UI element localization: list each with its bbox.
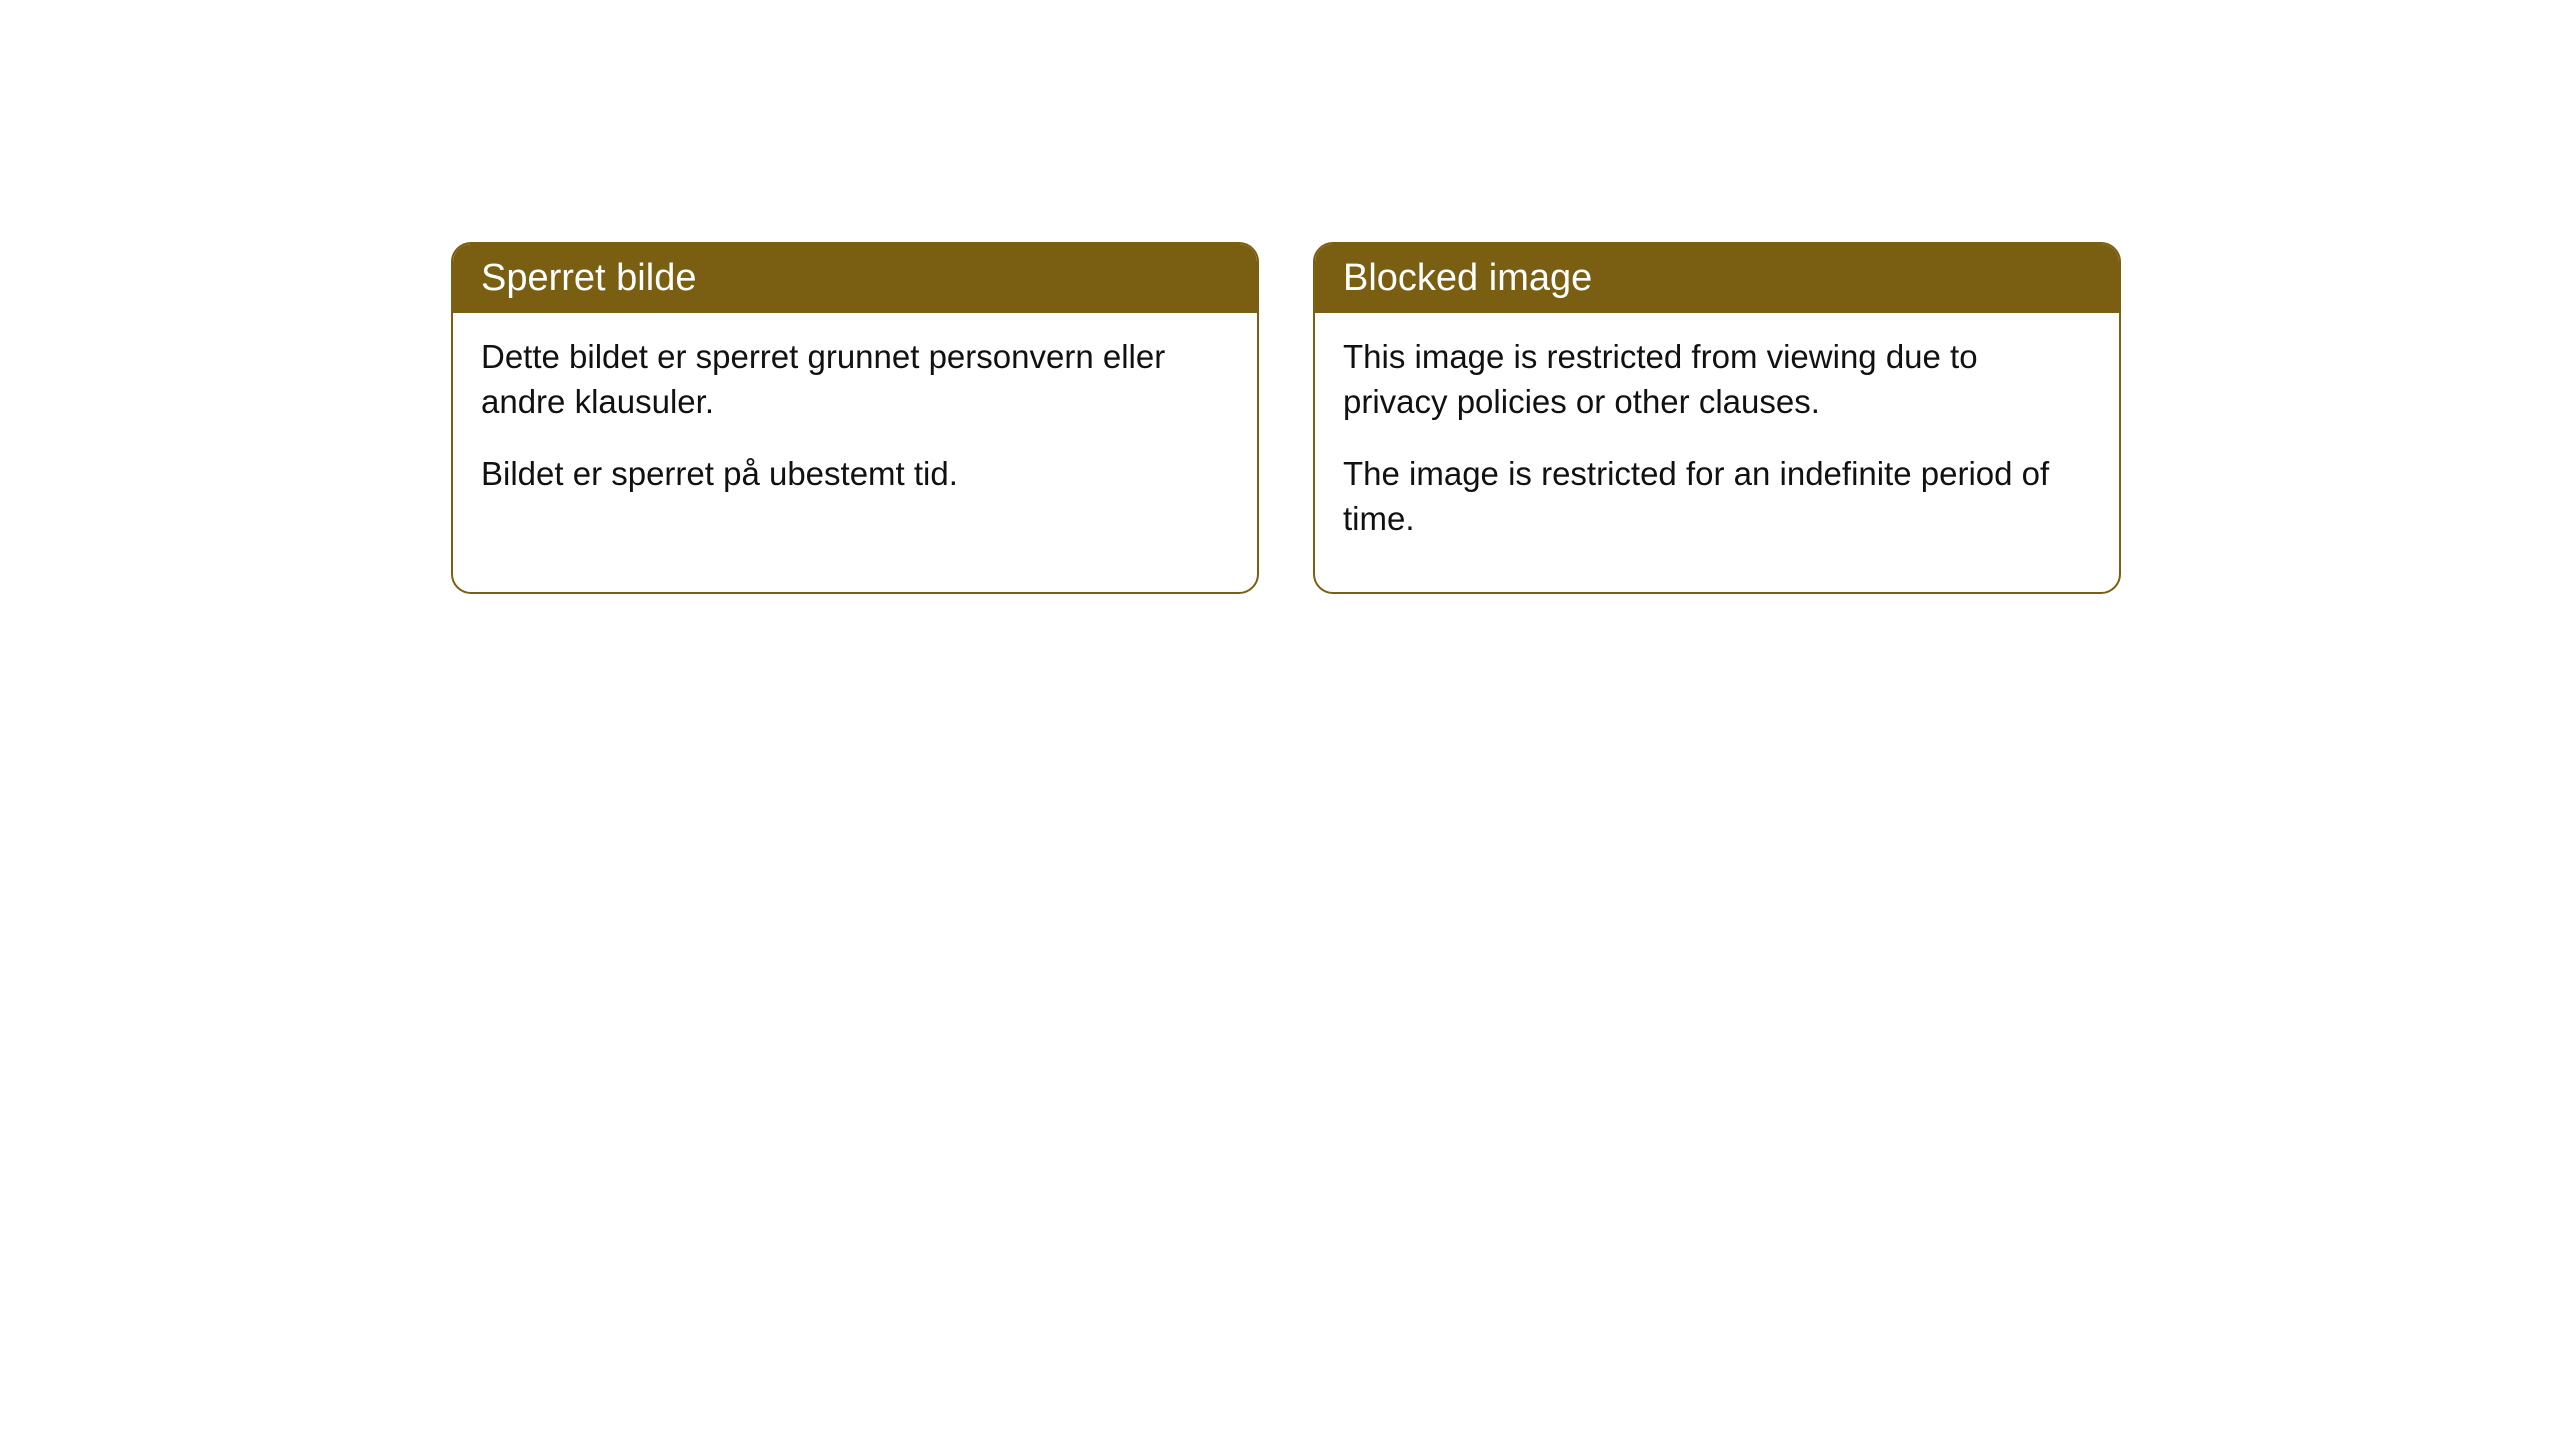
card-header: Sperret bilde xyxy=(453,244,1257,313)
card-title: Blocked image xyxy=(1343,257,1592,299)
notice-cards-container: Sperret bilde Dette bildet er sperret gr… xyxy=(451,242,2121,594)
card-title: Sperret bilde xyxy=(481,257,696,299)
notice-card-norwegian: Sperret bilde Dette bildet er sperret gr… xyxy=(451,242,1259,594)
card-paragraph: Dette bildet er sperret grunnet personve… xyxy=(481,335,1229,424)
card-body: Dette bildet er sperret grunnet personve… xyxy=(453,313,1257,547)
card-header: Blocked image xyxy=(1315,244,2119,313)
card-paragraph: The image is restricted for an indefinit… xyxy=(1343,452,2091,541)
card-paragraph: Bildet er sperret på ubestemt tid. xyxy=(481,452,1229,497)
card-paragraph: This image is restricted from viewing du… xyxy=(1343,335,2091,424)
card-body: This image is restricted from viewing du… xyxy=(1315,313,2119,591)
notice-card-english: Blocked image This image is restricted f… xyxy=(1313,242,2121,594)
